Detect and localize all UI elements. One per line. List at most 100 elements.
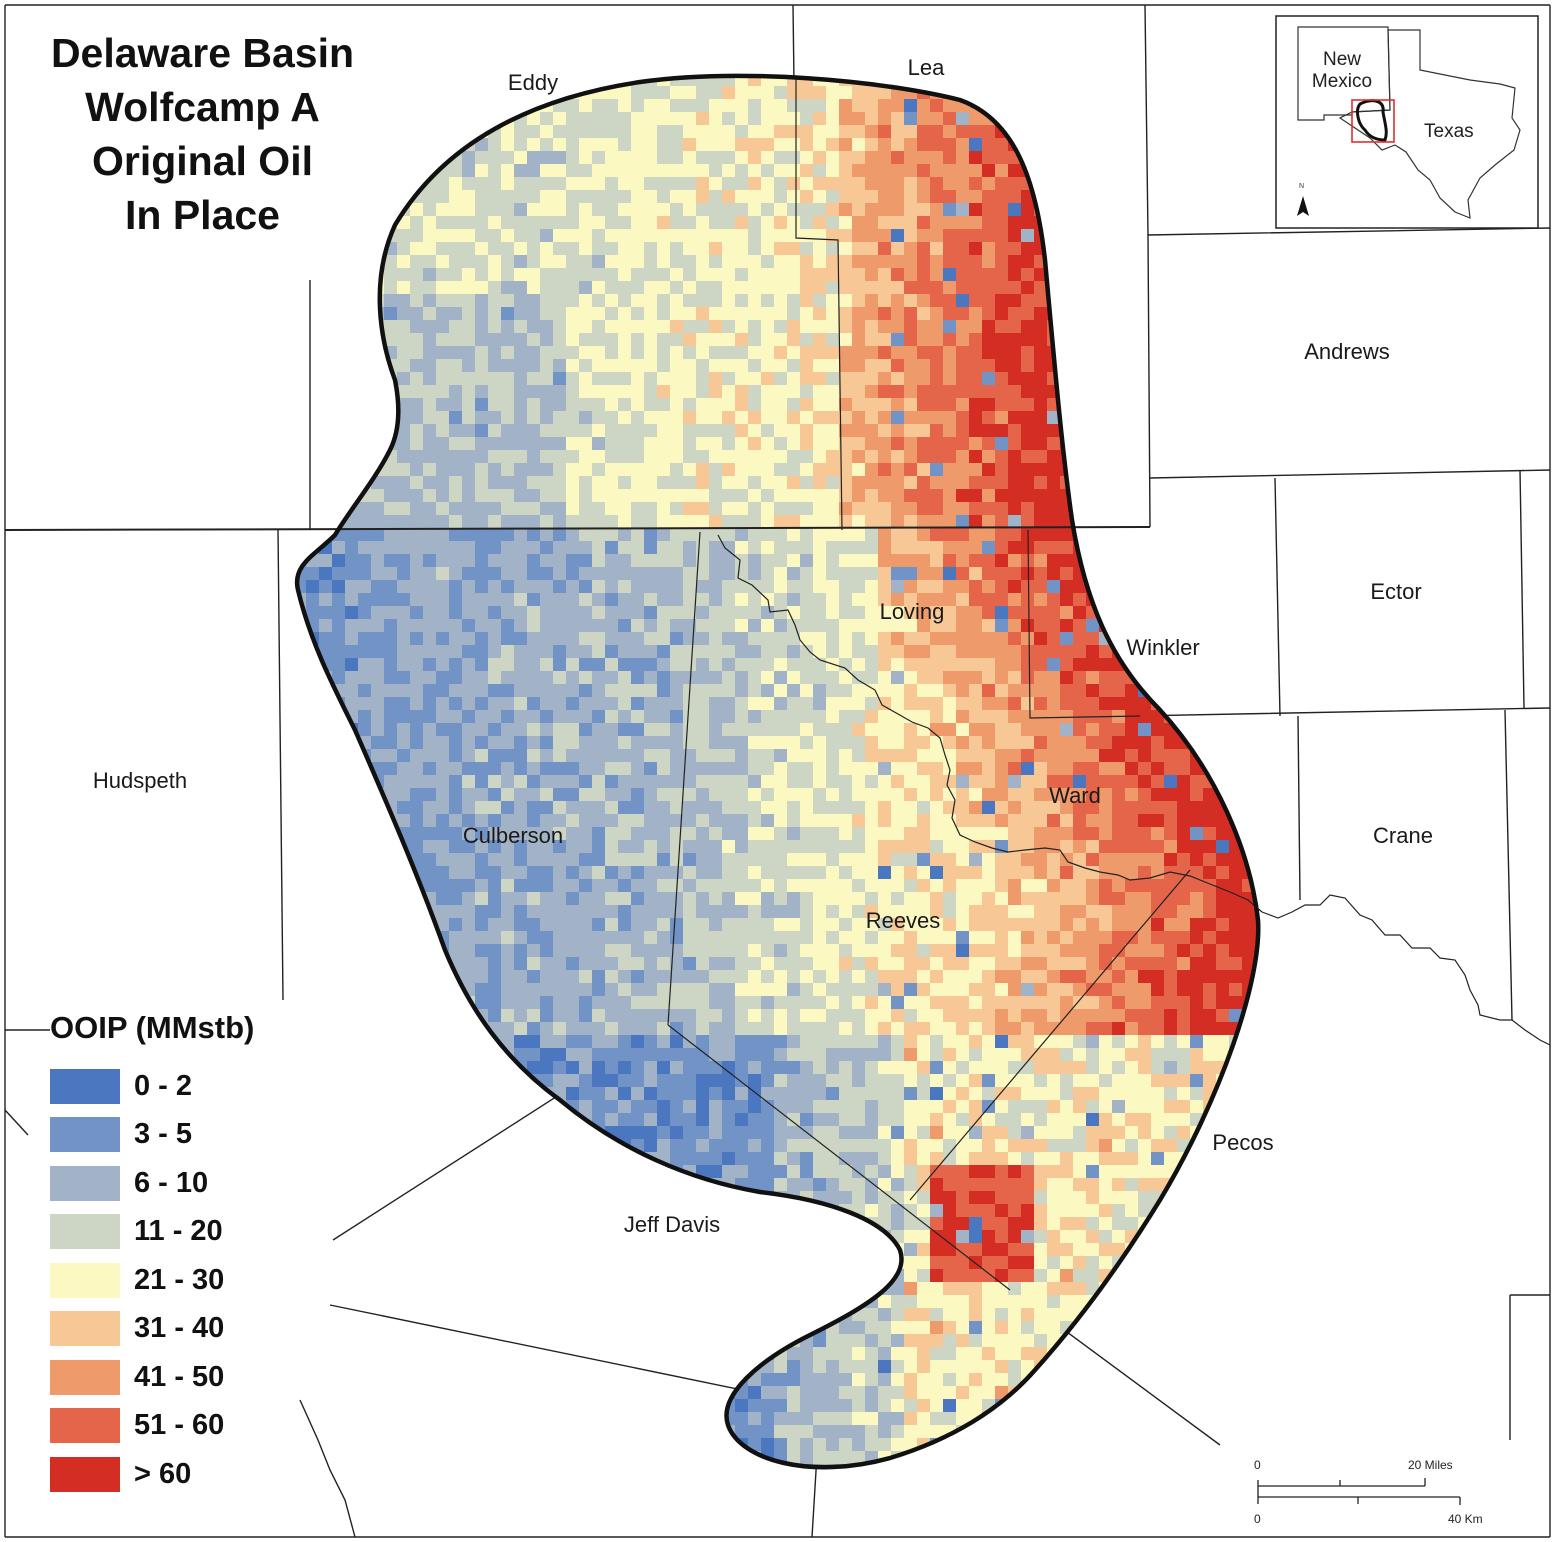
raster-cell xyxy=(826,736,840,750)
raster-cell xyxy=(670,424,684,438)
raster-cell xyxy=(488,164,502,178)
raster-cell xyxy=(891,372,905,386)
raster-cell xyxy=(527,437,541,451)
raster-cell xyxy=(514,645,528,659)
raster-cell xyxy=(462,632,476,646)
raster-cell xyxy=(527,255,541,269)
raster-cell xyxy=(592,554,606,568)
raster-cell xyxy=(462,281,476,295)
raster-cell xyxy=(449,801,463,815)
raster-cell xyxy=(514,541,528,555)
raster-cell xyxy=(1138,827,1152,841)
raster-cell xyxy=(657,840,671,854)
raster-cell xyxy=(332,541,346,555)
raster-cell xyxy=(670,489,684,503)
raster-cell xyxy=(449,216,463,230)
raster-cell xyxy=(800,216,814,230)
raster-cell xyxy=(930,437,944,451)
raster-cell xyxy=(956,437,970,451)
raster-cell xyxy=(475,177,489,191)
raster-cell xyxy=(605,242,619,256)
raster-cell xyxy=(384,762,398,776)
raster-cell xyxy=(735,242,749,256)
raster-cell xyxy=(631,671,645,685)
raster-cell xyxy=(826,632,840,646)
raster-cell xyxy=(787,736,801,750)
raster-cell xyxy=(800,86,814,100)
raster-cell xyxy=(605,554,619,568)
raster-cell xyxy=(748,450,762,464)
raster-cell xyxy=(774,749,788,763)
raster-cell xyxy=(891,723,905,737)
raster-cell xyxy=(748,645,762,659)
raster-cell xyxy=(475,463,489,477)
raster-cell xyxy=(501,606,515,620)
raster-cell xyxy=(839,645,853,659)
raster-cell xyxy=(722,476,736,490)
raster-cell xyxy=(956,892,970,906)
raster-cell xyxy=(1047,814,1061,828)
raster-cell xyxy=(1021,606,1035,620)
raster-cell xyxy=(527,476,541,490)
raster-cell xyxy=(982,437,996,451)
raster-cell xyxy=(735,307,749,321)
raster-cell xyxy=(657,346,671,360)
raster-cell xyxy=(774,320,788,334)
raster-cell xyxy=(865,320,879,334)
raster-cell xyxy=(579,359,593,373)
raster-cell xyxy=(696,892,710,906)
raster-cell xyxy=(1008,606,1022,620)
raster-cell xyxy=(475,476,489,490)
raster-cell xyxy=(787,216,801,230)
raster-cell xyxy=(748,268,762,282)
raster-cell xyxy=(657,827,671,841)
raster-cell xyxy=(605,866,619,880)
raster-cell xyxy=(1086,645,1100,659)
raster-cell xyxy=(891,580,905,594)
raster-cell xyxy=(540,476,554,490)
raster-cell xyxy=(982,749,996,763)
raster-cell xyxy=(1021,203,1035,217)
raster-cell xyxy=(982,294,996,308)
raster-cell xyxy=(995,424,1009,438)
raster-cell xyxy=(1047,736,1061,750)
raster-cell xyxy=(735,359,749,373)
raster-cell xyxy=(527,463,541,477)
raster-cell xyxy=(618,385,632,399)
raster-cell xyxy=(527,281,541,295)
raster-cell xyxy=(1034,346,1048,360)
raster-cell xyxy=(787,450,801,464)
raster-cell xyxy=(722,281,736,295)
raster-cell xyxy=(397,463,411,477)
raster-cell xyxy=(527,606,541,620)
raster-cell xyxy=(904,242,918,256)
raster-cell xyxy=(436,697,450,711)
raster-cell xyxy=(709,606,723,620)
raster-cell xyxy=(488,190,502,204)
raster-cell xyxy=(540,385,554,399)
raster-cell xyxy=(865,255,879,269)
raster-cell xyxy=(839,736,853,750)
raster-cell xyxy=(774,840,788,854)
raster-cell xyxy=(826,528,840,542)
raster-cell xyxy=(1138,775,1152,789)
raster-cell xyxy=(735,619,749,633)
raster-cell xyxy=(865,697,879,711)
raster-cell xyxy=(969,554,983,568)
raster-cell xyxy=(800,645,814,659)
raster-cell xyxy=(930,697,944,711)
raster-cell xyxy=(969,411,983,425)
raster-cell xyxy=(930,411,944,425)
raster-cell xyxy=(826,99,840,113)
raster-cell xyxy=(410,814,424,828)
raster-cell xyxy=(631,827,645,841)
raster-cell xyxy=(514,762,528,776)
raster-cell xyxy=(540,190,554,204)
raster-cell xyxy=(1203,866,1217,880)
raster-cell xyxy=(696,75,710,87)
raster-cell xyxy=(1008,476,1022,490)
raster-cell xyxy=(826,658,840,672)
raster-cell xyxy=(462,762,476,776)
raster-cell xyxy=(761,294,775,308)
raster-cell xyxy=(917,450,931,464)
